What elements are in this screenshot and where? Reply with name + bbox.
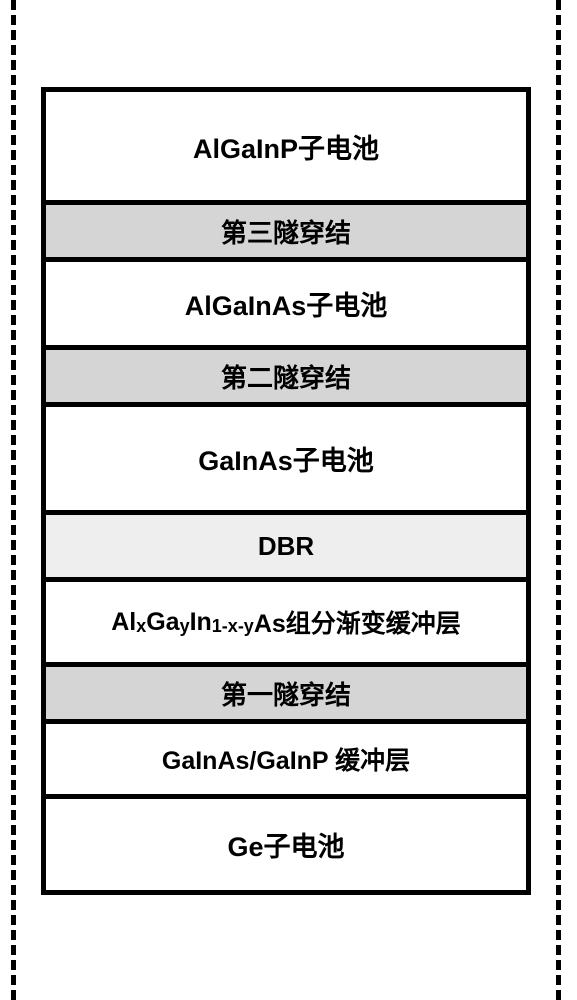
layer-stack: AlGaInP子电池第三隧穿结AlGaInAs子电池第二隧穿结GaInAs子电池… — [41, 87, 531, 895]
layer-row: Ge子电池 — [46, 794, 526, 890]
layer-row: GaInAs子电池 — [46, 402, 526, 510]
layer-row: AlGaInP子电池 — [46, 92, 526, 200]
layer-row: 第一隧穿结 — [46, 662, 526, 719]
layer-row: GaInAs/GaInP 缓冲层 — [46, 719, 526, 794]
layer-row: AlxGayIn1-x-yAs组分渐变缓冲层 — [46, 577, 526, 662]
layer-row: DBR — [46, 510, 526, 577]
layer-row: AlGaInAs子电池 — [46, 257, 526, 345]
left-dashed-border — [11, 0, 16, 1000]
right-dashed-border — [556, 0, 561, 1000]
layer-row: 第二隧穿结 — [46, 345, 526, 402]
layer-row: 第三隧穿结 — [46, 200, 526, 257]
diagram-container: AlGaInP子电池第三隧穿结AlGaInAs子电池第二隧穿结GaInAs子电池… — [0, 0, 577, 1000]
